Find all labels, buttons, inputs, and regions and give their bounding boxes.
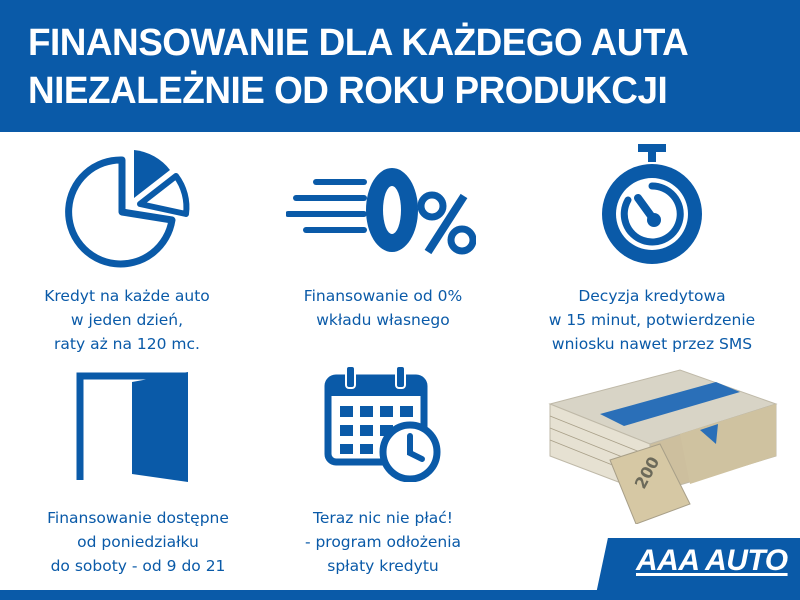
feature-caption-hours: Finansowanie dostępne od poniedziałku do…: [3, 506, 273, 578]
door-icon: [76, 372, 188, 482]
caption-line: Decyzja kredytowa: [578, 287, 726, 305]
money-stack-icon: 200: [548, 369, 778, 524]
pie-chart-icon: [65, 150, 190, 268]
zero-percent-icon: [286, 168, 476, 255]
feature-caption-zero-down: Finansowanie od 0% wkładu własnego: [248, 284, 518, 332]
feature-caption-credit: Kredyt na każde auto w jeden dzień, raty…: [0, 284, 262, 356]
footer-stripe: [0, 590, 800, 600]
header-banner: FINANSOWANIE DLA KAŻDEGO AUTA NIEZALEŻNI…: [0, 0, 800, 132]
calendar-clock-icon: [324, 365, 441, 482]
caption-line: Finansowanie od 0%: [303, 287, 463, 305]
caption-line: spłaty kredytu: [327, 557, 439, 575]
caption-line: od poniedziałku: [77, 533, 199, 551]
caption-line: Teraz nic nie płać!: [313, 509, 453, 527]
stopwatch-icon: [602, 144, 702, 264]
caption-line: w 15 minut, potwierdzenie: [548, 311, 756, 329]
feature-caption-decision: Decyzja kredytowa w 15 minut, potwierdze…: [517, 284, 787, 356]
caption-line: wniosku nawet przez SMS: [551, 335, 753, 353]
caption-line: w jeden dzień,: [70, 311, 184, 329]
headline-line-2: NIEZALEŻNIE OD ROKU PRODUKCJI: [28, 70, 668, 112]
caption-line: do soboty - od 9 do 21: [50, 557, 226, 575]
headline-line-1: FINANSOWANIE DLA KAŻDEGO AUTA: [28, 22, 689, 64]
aaa-auto-logo: AAA AUTO: [636, 544, 788, 577]
caption-line: wkładu własnego: [316, 311, 450, 329]
caption-line: raty aż na 120 mc.: [54, 335, 200, 353]
feature-caption-deferral: Teraz nic nie płać! - program odłożenia …: [248, 506, 518, 578]
caption-line: Kredyt na każde auto: [44, 287, 210, 305]
caption-line: Finansowanie dostępne: [47, 509, 229, 527]
caption-line: - program odłożenia: [304, 533, 462, 551]
